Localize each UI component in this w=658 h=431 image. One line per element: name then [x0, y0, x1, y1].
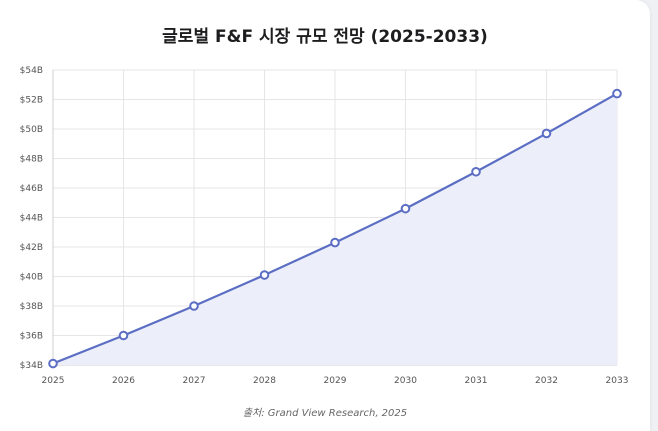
x-tick-label: 2029 [324, 376, 347, 386]
data-point [118, 330, 129, 341]
chart-title: 글로벌 F&F 시장 규모 전망 (2025-2033) [162, 27, 488, 47]
y-tick-label: $38B [20, 302, 43, 312]
y-tick-label: $42B [20, 243, 43, 253]
x-tick-label: 2031 [465, 376, 488, 386]
x-tick-label: 2032 [535, 376, 558, 386]
x-tick-label: 2033 [606, 376, 629, 386]
source-note: 출처: Grand View Research, 2025 [242, 408, 408, 419]
data-point [259, 270, 270, 280]
data-point [330, 237, 340, 248]
data-point [471, 166, 481, 177]
y-tick-label: $54B [20, 66, 43, 76]
y-tick-label: $34B [20, 361, 43, 371]
x-tick-label: 2026 [112, 376, 135, 386]
y-tick-label: $44B [20, 214, 43, 224]
data-point [400, 203, 411, 214]
x-tick-label: 2030 [394, 376, 417, 386]
data-point [48, 358, 58, 369]
data-point [612, 88, 622, 99]
x-tick-label: 2027 [183, 376, 206, 386]
x-tick-label: 2025 [42, 376, 65, 386]
y-tick-label: $50B [20, 125, 43, 135]
y-tick-label: $36B [20, 332, 43, 342]
data-point [541, 128, 552, 139]
y-tick-label: $40B [20, 273, 43, 283]
y-tick-label: $46B [20, 184, 43, 194]
y-tick-label: $52B [20, 96, 43, 106]
y-tick-label: $48B [20, 155, 43, 165]
x-tick-label: 2028 [253, 376, 276, 386]
data-point [189, 301, 199, 311]
series-area-fill [53, 93, 617, 365]
